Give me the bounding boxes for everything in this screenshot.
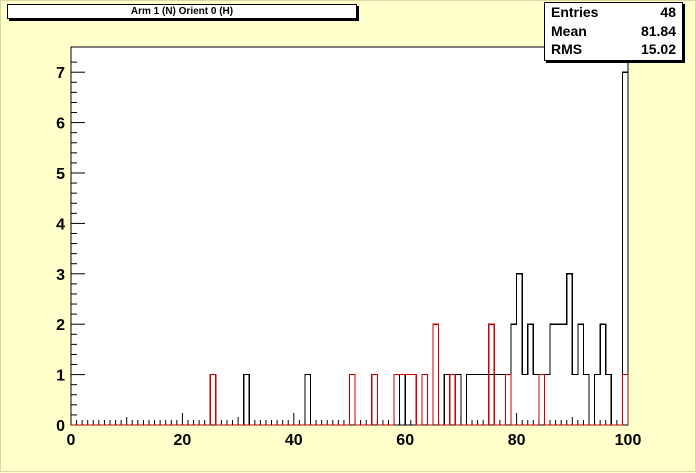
y-tick-label: 5 [56,166,65,183]
x-tick-label: 40 [285,432,303,449]
stats-row-mean: Mean 81.84 [551,23,676,41]
y-tick-label: 0 [56,418,65,435]
y-tick-label: 4 [56,216,65,233]
plot-frame [70,46,629,426]
stats-value: 48 [660,4,676,20]
stats-label: Entries [551,4,599,20]
x-tick-label: 60 [396,432,414,449]
stats-label: RMS [551,41,583,57]
histogram-series-2 [71,323,629,426]
stats-label: Mean [551,23,587,39]
y-tick-label: 1 [56,368,65,385]
x-tick-label: 80 [508,432,526,449]
stats-box: Entries 48 Mean 81.84 RMS 15.02 [544,2,683,61]
x-tick-label: 100 [615,432,642,449]
stats-value: 15.02 [640,41,676,57]
y-tick-label: 7 [56,65,65,82]
stats-row-rms: RMS 15.02 [551,41,676,59]
stats-row-entries: Entries 48 [551,4,676,22]
y-tick-label: 6 [56,116,65,133]
x-tick-label: 20 [174,432,192,449]
y-tick-label: 3 [56,267,65,284]
histogram-title: Arm 1 (N) Orient 0 (H) [7,4,357,19]
y-tick-label: 2 [56,317,65,334]
x-tick-label: 0 [67,432,76,449]
stats-value: 81.84 [640,23,676,39]
